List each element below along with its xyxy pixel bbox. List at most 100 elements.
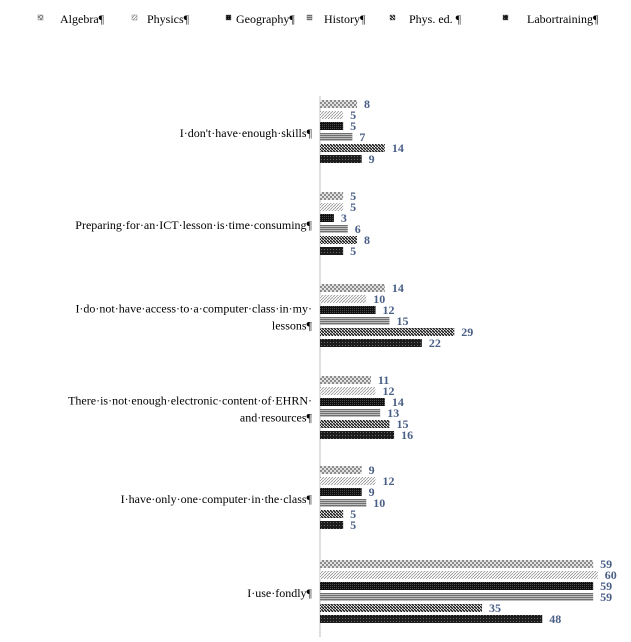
value-label-cat6-series3: 59 (600, 579, 612, 593)
value-label-cat3-series2: 10 (373, 292, 385, 306)
value-label-cat2-series2: 5 (350, 200, 356, 214)
value-label-cat2-series6: 5 (350, 244, 356, 258)
bar-cat4-series6 (320, 431, 395, 439)
category-label-3: I·do·not·have·access·to·a·computer·class… (75, 302, 312, 333)
bar-cat5-series3 (320, 488, 362, 496)
bar-cat5-series4 (320, 499, 367, 507)
bar-cat6-series3 (320, 582, 594, 590)
value-label-cat6-series1: 59 (600, 557, 612, 571)
bar-cat2-series3 (320, 214, 334, 222)
category-label-1: I·don't·have·enough·skills¶ (180, 126, 313, 140)
legend-label-3: Geography¶ (236, 12, 295, 26)
bar-cat5-series5 (320, 510, 344, 518)
bar-cat1-series6 (320, 155, 362, 163)
value-label-cat6-series5: 35 (489, 601, 501, 615)
bar-cat3-series2 (320, 295, 367, 303)
value-label-cat6-series4: 59 (600, 590, 612, 604)
bar-cat4-series4 (320, 409, 381, 417)
legend-label-1: Algebra¶ (60, 12, 105, 26)
value-label-cat5-series4: 10 (373, 496, 385, 510)
value-label-cat1-series6: 9 (369, 152, 375, 166)
value-label-cat1-series3: 5 (350, 119, 356, 133)
value-label-cat5-series2: 12 (383, 474, 395, 488)
value-label-cat5-series6: 5 (350, 518, 356, 532)
legend-swatch-3 (225, 14, 232, 21)
bar-cat1-series4 (320, 133, 353, 141)
value-label-cat2-series1: 5 (350, 189, 356, 203)
legend-swatch-5 (389, 14, 396, 21)
legend-swatch-4 (306, 14, 313, 21)
category-label-2-line-1: Preparing·for·an·ICT·lesson·is·time·cons… (75, 218, 312, 232)
value-label-cat4-series1: 11 (378, 373, 389, 387)
bar-cat4-series2 (320, 387, 376, 395)
category-label-6: I·use·fondly¶ (247, 586, 312, 600)
bar-cat4-series1 (320, 376, 371, 384)
bar-cat1-series3 (320, 122, 344, 130)
bar-cat3-series6 (320, 339, 422, 347)
bar-cat6-series6 (320, 615, 543, 623)
bar-cat2-series1 (320, 192, 344, 200)
value-label-cat4-series5: 15 (396, 417, 408, 431)
value-label-cat4-series2: 12 (383, 384, 395, 398)
category-label-6-line-1: I·use·fondly¶ (247, 586, 312, 600)
bar-cat6-series4 (320, 593, 594, 601)
legend-swatch-2 (131, 14, 138, 21)
bar-cat4-series3 (320, 398, 385, 406)
category-label-5-line-1: I·have·only·one·computer·in·the·class¶ (121, 492, 313, 506)
value-label-cat3-series4: 15 (396, 314, 408, 328)
legend-swatch-6 (502, 14, 509, 21)
legend-label-5: Phys. ed. ¶ (409, 12, 462, 26)
category-label-5: I·have·only·one·computer·in·the·class¶ (121, 492, 313, 506)
legend-label-4: History¶ (324, 12, 366, 26)
legend-swatch-1 (37, 14, 44, 21)
value-label-cat4-series4: 13 (387, 406, 399, 420)
value-label-cat1-series2: 5 (350, 108, 356, 122)
value-label-cat5-series3: 9 (369, 485, 375, 499)
value-label-cat3-series1: 14 (392, 281, 404, 295)
bar-cat2-series2 (320, 203, 344, 211)
category-label-1-line-1: I·don't·have·enough·skills¶ (180, 126, 313, 140)
value-label-cat1-series1: 8 (364, 97, 370, 111)
value-label-cat4-series6: 16 (401, 428, 413, 442)
category-label-2: Preparing·for·an·ICT·lesson·is·time·cons… (75, 218, 312, 232)
legend: Algebra¶ Physics¶ Geography¶ History¶ Phys. … (37, 12, 599, 26)
value-label-cat5-series5: 5 (350, 507, 356, 521)
value-label-cat2-series5: 8 (364, 233, 370, 247)
value-label-cat3-series3: 12 (383, 303, 395, 317)
bar-cat3-series1 (320, 284, 385, 292)
bar-cat1-series1 (320, 100, 358, 108)
category-label-4-line-2: and·resources¶ (240, 411, 313, 425)
bar-cat6-series5 (320, 604, 483, 612)
bar-cat3-series4 (320, 317, 390, 325)
value-label-cat5-series1: 9 (369, 463, 375, 477)
value-label-cat6-series6: 48 (549, 612, 561, 626)
bar-cat5-series6 (320, 521, 344, 529)
value-label-cat2-series3: 3 (341, 211, 347, 225)
bars: 8557149553685141012152922111214131516912… (320, 97, 617, 626)
value-label-cat3-series5: 29 (461, 325, 473, 339)
bar-cat4-series5 (320, 420, 390, 428)
legend-label-6: Labortraining¶ (527, 12, 599, 26)
value-label-cat6-series2: 60 (605, 568, 617, 582)
legend-label-2: Physics¶ (147, 12, 190, 26)
bar-cat1-series2 (320, 111, 344, 119)
category-label-3-line-2: lessons¶ (272, 319, 313, 333)
category-label-3-line-1: I·do·not·have·access·to·a·computer·class… (75, 302, 312, 316)
value-label-cat1-series4: 7 (359, 130, 365, 144)
bar-cat1-series5 (320, 144, 385, 152)
bar-cat2-series4 (320, 225, 348, 233)
bar-cat5-series1 (320, 466, 362, 474)
category-label-4-line-1: There·is·not·enough·electronic·content·o… (68, 394, 312, 408)
bar-cat5-series2 (320, 477, 376, 485)
bar-cat6-series1 (320, 560, 594, 568)
category-labels: I·don't·have·enough·skills¶ Preparing·for… (68, 126, 312, 600)
bar-cat3-series3 (320, 306, 376, 314)
bar-cat3-series5 (320, 328, 455, 336)
bar-cat2-series5 (320, 236, 358, 244)
value-label-cat1-series5: 14 (392, 141, 404, 155)
bar-cat2-series6 (320, 247, 344, 255)
value-label-cat3-series6: 22 (429, 336, 441, 350)
value-label-cat4-series3: 14 (392, 395, 404, 409)
